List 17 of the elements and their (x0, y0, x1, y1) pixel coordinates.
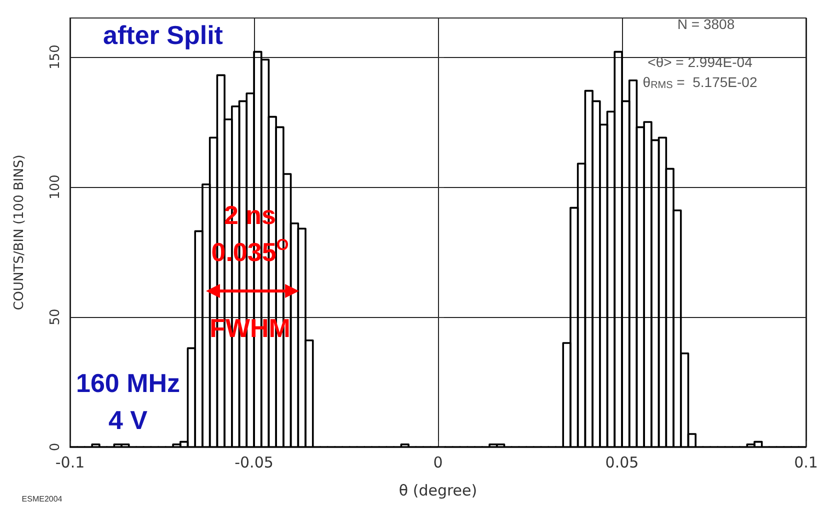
annotation: 4 V (108, 405, 148, 435)
x-tick-label: 0.1 (794, 454, 818, 472)
x-tick-label: 0 (433, 454, 443, 472)
y-tick-label: 50 (48, 308, 63, 326)
y-tick-label: 100 (48, 174, 63, 200)
y-tick-label: 150 (48, 44, 63, 70)
annotation: <θ> = 2.994E-04 (648, 54, 753, 70)
text: ESME2004 (22, 494, 63, 504)
annotation: N = 3808 (677, 16, 735, 32)
x-axis-title: θ (degree) (398, 482, 478, 500)
x-tick-label: 0.05 (605, 454, 639, 472)
x-tick-label: -0.1 (55, 454, 85, 472)
annotation: 160 MHz (76, 368, 180, 398)
y-axis-title: COUNTS/BIN (100 BINS) (12, 154, 27, 310)
y-tick-label: 0 (48, 442, 63, 452)
annotation: after Split (103, 20, 224, 50)
x-tick-label: -0.05 (234, 454, 274, 472)
